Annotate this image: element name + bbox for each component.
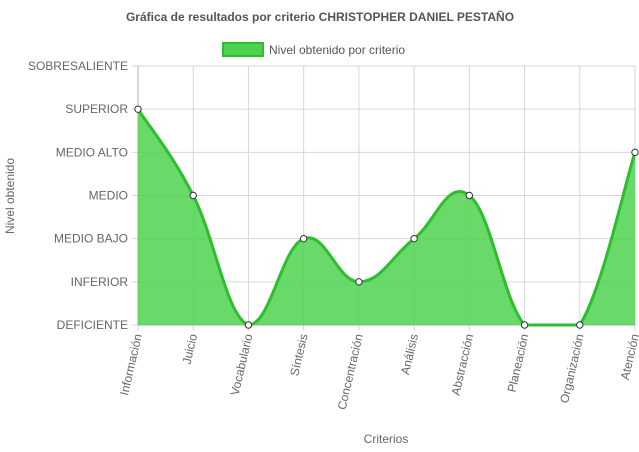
y-tick-label: SUPERIOR <box>65 102 128 116</box>
legend-label: Nivel obtenido por criterio <box>269 43 405 57</box>
y-tick-label: MEDIO BAJO <box>54 232 128 246</box>
data-point-3 <box>244 321 253 329</box>
data-point-2 <box>189 191 197 200</box>
chart-title: Gráfica de resultados por criterio CHRIS… <box>126 9 514 24</box>
x-tick-label: Atención <box>618 333 639 382</box>
x-axis-ticks: Información Juicio Vocabulario Síntesis Conc… <box>117 332 639 411</box>
y-axis-ticks: DEFICIENTE INFERIOR MEDIO BAJO MEDIO MEDIO A… <box>28 59 128 332</box>
data-point-10 <box>631 148 639 157</box>
plot-area <box>136 108 637 327</box>
data-point-5 <box>355 278 363 286</box>
data-point-6 <box>410 234 418 243</box>
data-point-7 <box>465 191 474 200</box>
data-point-9 <box>576 321 584 329</box>
data-points <box>134 105 639 329</box>
x-tick-label: Organización <box>557 333 587 405</box>
y-axis-title: Nivel obtenido <box>3 158 17 234</box>
x-axis-title: Criterios <box>364 432 409 446</box>
data-point-8 <box>520 321 529 329</box>
x-tick-label: Análisis <box>398 333 421 376</box>
x-tick-label: Juicio <box>180 332 201 365</box>
series-line <box>136 108 637 327</box>
data-point-4 <box>299 234 308 243</box>
y-tick-label: SOBRESALIENTE <box>28 59 128 73</box>
legend-swatch <box>222 42 264 57</box>
legend[interactable]: Nivel obtenido por criterio <box>222 42 405 57</box>
y-tick-label: MEDIO <box>89 189 128 203</box>
series-area-fill <box>138 109 635 326</box>
x-tick-label: Planeación <box>504 333 531 394</box>
x-tick-label: Síntesis <box>287 333 310 378</box>
x-tick-label: Abstracción <box>449 333 477 397</box>
x-tick-label: Vocabulario <box>228 332 256 397</box>
y-tick-label: DEFICIENTE <box>57 318 128 332</box>
y-tick-label: INFERIOR <box>71 275 129 289</box>
x-tick-label: Concentración <box>335 333 366 412</box>
data-point-1 <box>134 105 142 113</box>
y-tick-label: MEDIO ALTO <box>56 145 128 159</box>
x-tick-label: Información <box>117 333 145 397</box>
